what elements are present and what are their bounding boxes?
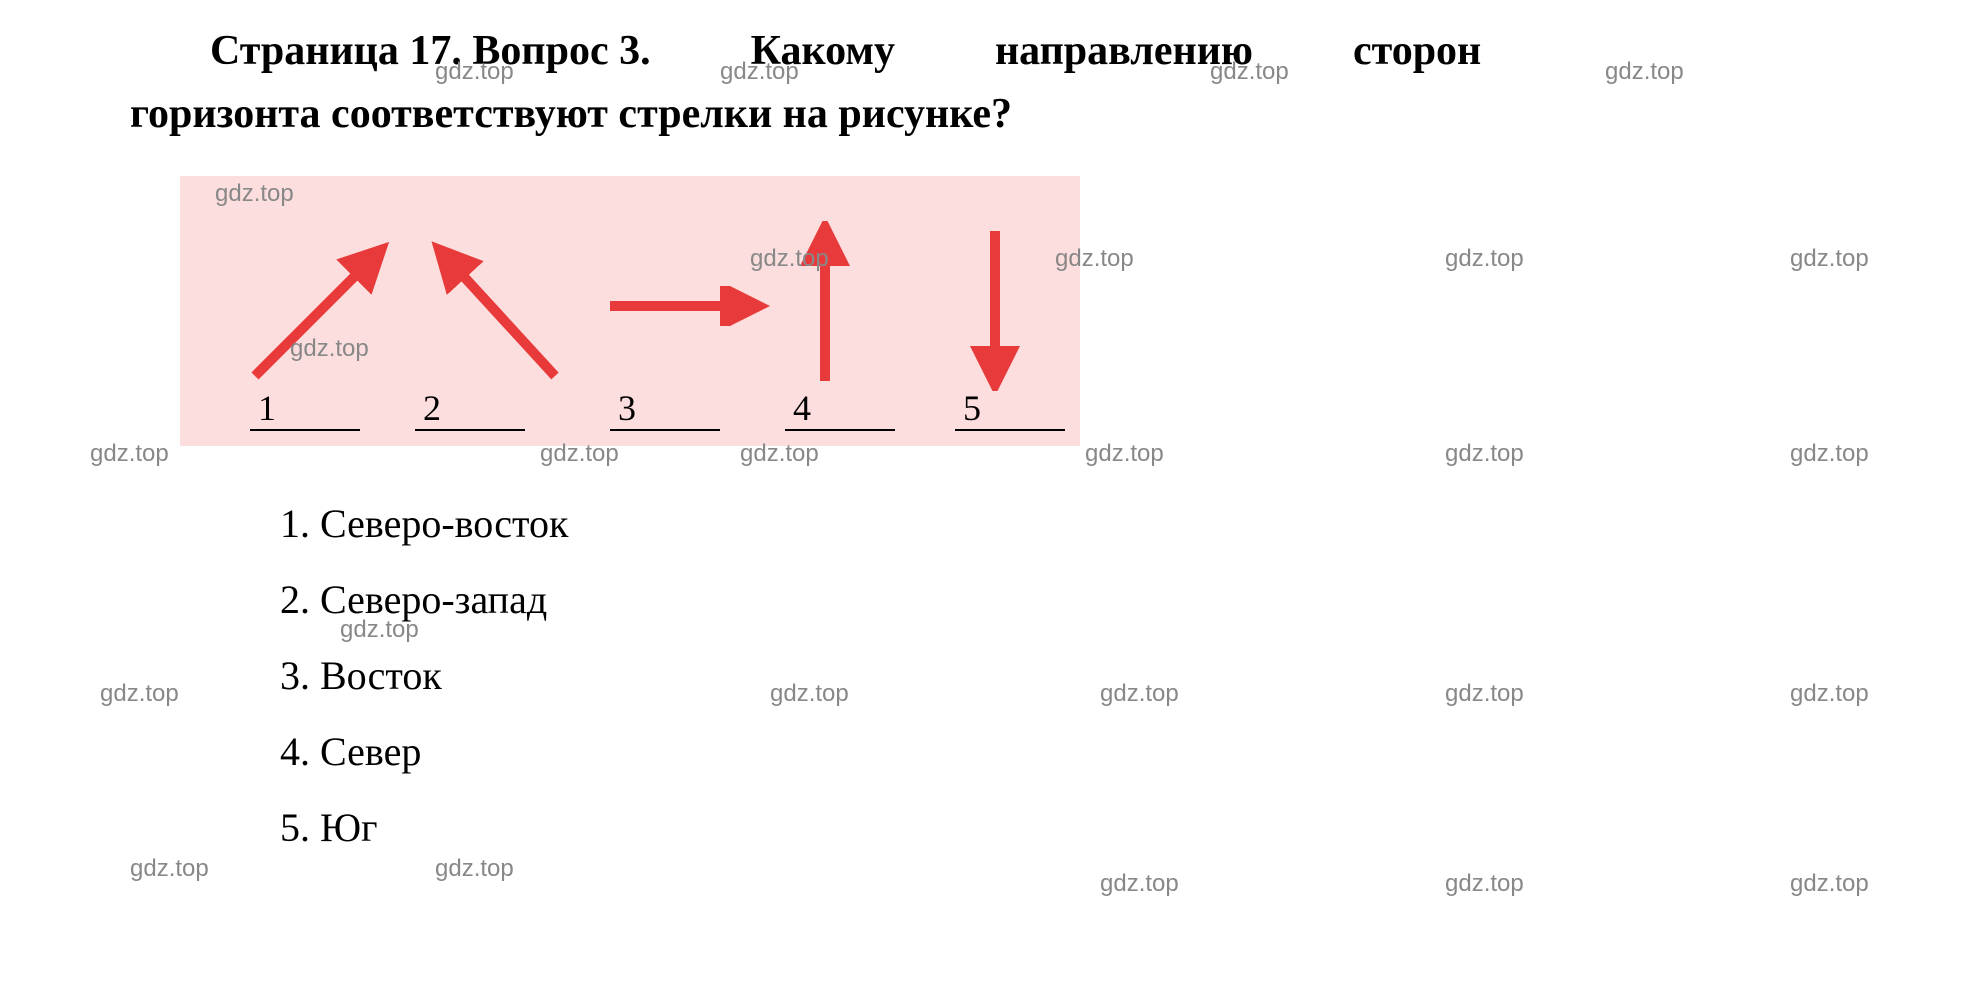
answer-text-4: Север xyxy=(320,729,421,774)
answer-text-5: Юг xyxy=(320,805,378,850)
watermark: gdz.top xyxy=(1790,440,1869,468)
watermark: gdz.top xyxy=(1790,870,1869,898)
watermark: gdz.top xyxy=(90,440,169,468)
watermark: gdz.top xyxy=(100,680,179,708)
heading-line2: горизонта соответствуют стрелки на рисун… xyxy=(130,83,1857,146)
arrow-label-3: 3 xyxy=(610,387,720,431)
answer-num-1: 1. xyxy=(280,501,310,546)
answer-1: 1. Северо-восток xyxy=(280,486,1887,562)
arrow-label-5: 5 xyxy=(955,387,1065,431)
watermark: gdz.top xyxy=(1445,870,1524,898)
arrow-south xyxy=(970,221,1020,391)
arrow-label-1: 1 xyxy=(250,387,360,431)
answer-num-5: 5. xyxy=(280,805,310,850)
heading-word2: направлению xyxy=(995,20,1253,83)
arrow-northeast xyxy=(245,236,405,386)
answer-2: 2. Северо-запад xyxy=(280,562,1887,638)
arrow-label-2: 2 xyxy=(415,387,525,431)
answer-text-1: Северо-восток xyxy=(320,501,568,546)
heading-word1: Какому xyxy=(751,20,895,83)
arrow-label-4: 4 xyxy=(785,387,895,431)
heading-page: Страница 17. Вопрос 3. xyxy=(210,20,651,83)
answer-num-4: 4. xyxy=(280,729,310,774)
answer-3: 3. Восток xyxy=(280,638,1887,714)
answer-num-3: 3. xyxy=(280,653,310,698)
answers-list: 1. Северо-восток 2. Северо-запад 3. Вост… xyxy=(280,486,1887,866)
arrow-northwest xyxy=(415,236,575,386)
answer-text-3: Восток xyxy=(320,653,442,698)
answer-num-2: 2. xyxy=(280,577,310,622)
watermark: gdz.top xyxy=(1085,440,1164,468)
watermark: gdz.top xyxy=(1790,245,1869,273)
arrows-diagram: 1 2 3 4 xyxy=(180,176,1080,446)
watermark: gdz.top xyxy=(130,855,209,883)
watermark: gdz.top xyxy=(1445,440,1524,468)
watermark: gdz.top xyxy=(1445,245,1524,273)
arrow-north xyxy=(800,221,850,391)
arrow-east xyxy=(600,286,770,326)
question-heading: Страница 17. Вопрос 3. Какому направлени… xyxy=(100,20,1887,146)
watermark: gdz.top xyxy=(1100,870,1179,898)
answer-4: 4. Север xyxy=(280,714,1887,790)
answer-text-2: Северо-запад xyxy=(320,577,547,622)
heading-word3: сторон xyxy=(1353,20,1481,83)
answer-5: 5. Юг xyxy=(280,790,1887,866)
